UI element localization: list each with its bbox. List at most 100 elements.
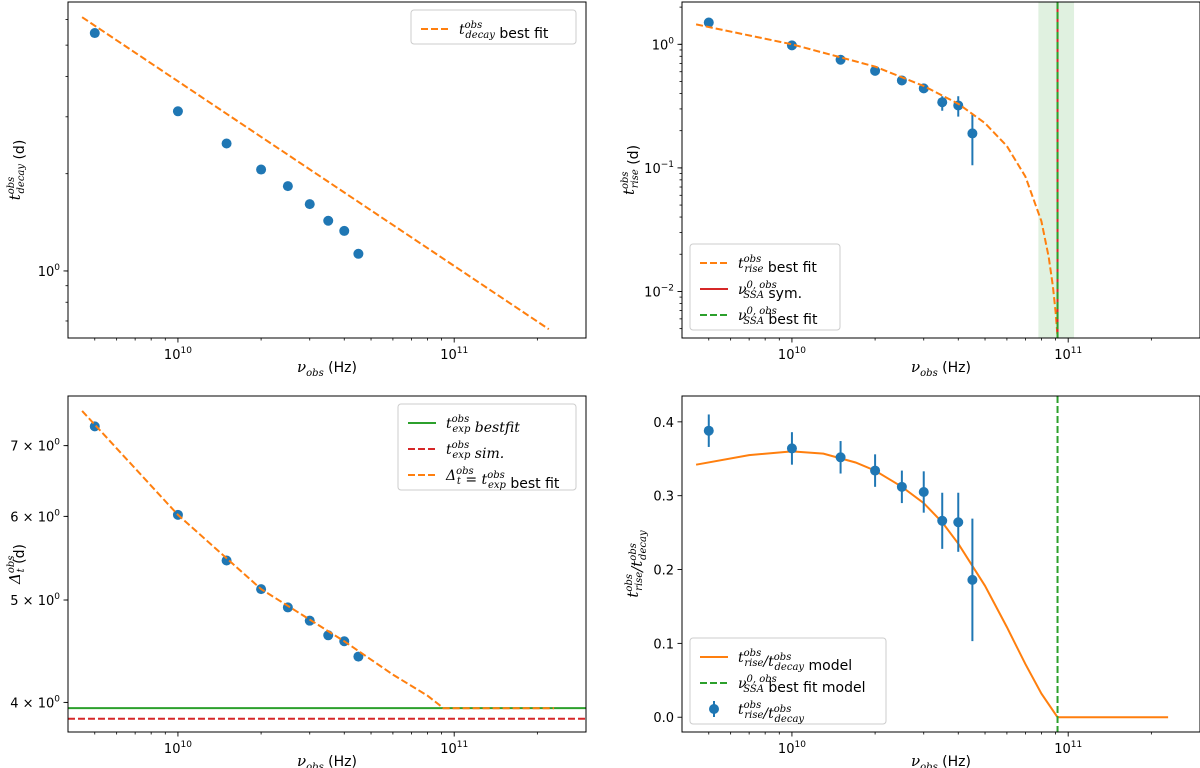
legend-entry: tobs decay best fit: [421, 20, 549, 42]
data-point: [703, 17, 714, 28]
y-tick-label: 10−1: [644, 160, 674, 177]
series-observed: [703, 414, 978, 642]
x-tick-label: 1010: [778, 346, 806, 363]
svg-text:tobsrise (d): tobsrise (d): [620, 145, 642, 195]
legend-label: ν0, obs SSA best fit: [738, 306, 818, 328]
series-observed: [89, 421, 364, 662]
data-point: [786, 443, 797, 454]
y-axis-label: tobsrise/tobsdecay: [624, 530, 649, 598]
svg-text:Δobst (d): Δobst (d): [6, 544, 28, 585]
x-tick-label: 1010: [164, 740, 192, 757]
data-point: [967, 574, 978, 585]
y-axis-label: tobsrise (d): [620, 145, 642, 195]
legend: tobs decay best fit: [410, 9, 577, 45]
series-observed: [703, 17, 978, 166]
legend-entry: ν0, obs SSA sym.: [700, 280, 802, 302]
y-tick-label: 0.1: [653, 637, 674, 652]
panel-1: 1010 1011 100 νobs (Hz) tobsdecay (d) tobs dec…: [6, 1, 587, 379]
data-point: [339, 225, 350, 236]
legend-label: tobs decay best fit: [459, 20, 549, 42]
fit-line: [81, 16, 550, 331]
y-tick-label: 100: [38, 263, 61, 280]
legend-box: [397, 403, 577, 491]
y-axis-label: Δobst (d): [6, 544, 28, 585]
x-axis-label: νobs (Hz): [911, 752, 971, 768]
legend-label: tobs rise/tobs decay model: [738, 648, 852, 674]
legend-label: tobs rise best fit: [738, 254, 817, 276]
data-point: [918, 487, 929, 497]
data-point: [937, 515, 948, 526]
data-point: [282, 181, 293, 192]
x-tick-label: 1011: [1054, 346, 1082, 363]
legend: tobs rise best fit ν0, obs SSA sym. ν0, obs S…: [689, 243, 841, 331]
legend-entry: tobs rise/tobs decay model: [700, 648, 852, 674]
axes-frame: [681, 395, 1200, 733]
y-tick-label: 5 × 100: [10, 592, 60, 609]
legend-label: ν0, obs SSA best fit model: [738, 674, 865, 696]
data-point: [870, 465, 881, 476]
svg-text:tobsdecay (d): tobsdecay (d): [6, 140, 28, 201]
legend-label: ν0, obs SSA sym.: [738, 280, 802, 302]
y-tick-label: 0.3: [653, 490, 674, 505]
x-tick-label: 1011: [440, 740, 468, 757]
y-tick-label: 0.2: [653, 564, 674, 579]
data-point: [221, 555, 232, 566]
data-point: [304, 199, 315, 210]
data-point: [89, 421, 100, 432]
x-tick-label: 1011: [1054, 740, 1082, 757]
y-tick-label: 10−2: [644, 283, 674, 300]
axes-frame: [67, 1, 587, 339]
x-axis-label: νobs (Hz): [297, 752, 357, 768]
axes-frame: [67, 395, 587, 733]
data-point: [967, 128, 978, 139]
data-point: [896, 481, 907, 492]
series-observed: [89, 28, 364, 259]
legend-label: Δobs t = tobs exp best fit: [445, 466, 560, 492]
svg-text:tobsrise/tobsdecay: tobsrise/tobsdecay: [624, 530, 649, 598]
series-best-fit: [81, 16, 550, 331]
legend-label: tobs rise/tobs decay: [738, 700, 804, 725]
data-point: [89, 28, 100, 39]
data-point: [937, 97, 948, 108]
x-axis-label: νobs (Hz): [911, 358, 971, 379]
legend: tobs exp bestfit tobs exp sim. Δobs t = tobs e…: [397, 403, 577, 492]
legend-entry: tobs exp sim.: [408, 440, 504, 462]
data-point: [172, 106, 183, 117]
x-tick-label: 1011: [440, 346, 468, 363]
data-point: [221, 138, 232, 149]
y-tick-label: 0.4: [653, 416, 674, 431]
axes-frame: [681, 1, 1200, 339]
legend-box: [689, 243, 841, 331]
x-tick-label: 1010: [778, 740, 806, 757]
fit-line: [695, 450, 1169, 719]
legend-entry: ν0, obs SSA best fit: [700, 306, 818, 328]
panel-2: 1010 1011 100 10−1 10−2 νobs (Hz) tobsrise (d)…: [620, 1, 1200, 379]
y-tick-label: 6 × 100: [10, 508, 60, 525]
legend-marker: [709, 704, 719, 714]
data-point: [953, 517, 964, 528]
legend-entry: tobs exp bestfit: [408, 414, 520, 436]
fit-line: [695, 23, 1059, 337]
legend-entry: tobs rise best fit: [700, 254, 817, 276]
fit-line: [81, 410, 555, 710]
legend-entry: ν0, obs SSA best fit model: [700, 674, 865, 696]
y-axis-label: tobsdecay (d): [6, 140, 28, 201]
y-tick-label: 0.0: [653, 711, 674, 726]
legend-label: tobs exp sim.: [446, 440, 504, 462]
series-model: [695, 450, 1169, 719]
data-point: [353, 248, 364, 259]
panel-3: 1010 1011 7 × 100 6 × 100 5 × 100 4 × 100 νobs…: [6, 395, 587, 768]
y-tick-label: 7 × 100: [10, 438, 60, 455]
legend-entry: Δobs t = tobs exp best fit: [408, 466, 560, 492]
panel-4: 1010 1011 0.0 0.1 0.2 0.3 0.4 νobs (Hz) tobsrise…: [624, 395, 1200, 768]
series-delta-best-fit: [81, 410, 555, 710]
data-point: [703, 425, 714, 436]
legend-box: [689, 637, 887, 725]
legend-label: tobs exp bestfit: [446, 414, 520, 436]
x-tick-label: 1010: [164, 346, 192, 363]
x-axis-label: νobs (Hz): [297, 358, 357, 379]
y-tick-label: 4 × 100: [10, 694, 60, 711]
data-point: [323, 215, 334, 226]
